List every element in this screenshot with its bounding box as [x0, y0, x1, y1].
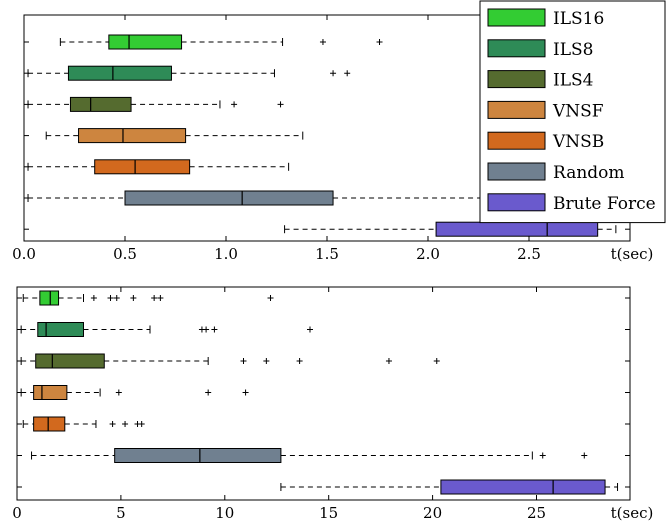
legend-label: VNSB [552, 132, 604, 152]
legend-swatch [487, 39, 546, 58]
outlier-point [376, 39, 383, 45]
box-ils8 [37, 322, 84, 337]
legend-label: ILS8 [553, 40, 593, 60]
x-tick-label: 1.0 [214, 245, 238, 263]
outlier-point [203, 326, 210, 333]
legend-label: Brute Force [553, 194, 656, 214]
box-ils8 [67, 65, 172, 81]
box-vnsf [78, 128, 187, 144]
legend-label: ILS16 [553, 9, 604, 29]
legend-swatch [487, 193, 546, 212]
legend-label: Random [553, 163, 625, 183]
x-tick-label: 0 [12, 504, 22, 522]
bottom-boxplot-panel: 0 5 10 15 20 25 t(sec) [12, 286, 654, 522]
x-tick-label: 0.5 [113, 245, 137, 263]
outlier-point [319, 39, 326, 45]
axes-frame [16, 286, 631, 501]
x-axis-label: t(sec) [611, 504, 654, 522]
outlier-point [205, 389, 212, 396]
outlier-point [90, 295, 97, 301]
outlier-point [151, 295, 158, 301]
legend-label: ILS4 [553, 71, 593, 91]
box-ils16 [39, 290, 60, 306]
box-vnsb [94, 159, 191, 175]
outlier-point [231, 101, 238, 108]
box-ils4 [69, 96, 132, 112]
x-tick-label: 1.5 [315, 245, 339, 263]
top-boxplot-panel: 0.0 0.5 1.0 1.5 2.0 2.5 t(sec) ILS16 ILS8 ILS4 VNS… [12, 0, 666, 263]
box-random [124, 190, 334, 206]
box-ils4 [35, 353, 105, 369]
outlier-point [242, 389, 249, 396]
box-brute-force [435, 221, 599, 237]
outlier-point [240, 358, 247, 364]
outlier-point [330, 70, 337, 77]
box-brute-force [440, 479, 606, 495]
x-tick-label: 15 [319, 504, 338, 522]
outlier-point [138, 421, 145, 427]
outlier-point [581, 452, 588, 459]
outlier-point [211, 326, 218, 333]
legend-label: VNSF [552, 101, 604, 121]
outlier-point [113, 295, 120, 301]
outlier-point [539, 452, 546, 459]
box-vnsb [33, 416, 66, 432]
box-vnsf [33, 385, 68, 400]
x-tick-label: 10 [215, 504, 234, 522]
x-tick-label: 2.5 [517, 245, 541, 263]
legend-swatch [487, 162, 546, 181]
outlier-point [130, 295, 137, 301]
x-tick-label: 0.0 [12, 245, 36, 263]
legend-swatch [487, 8, 546, 27]
outlier-point [122, 421, 129, 427]
x-tick-label: 2.0 [416, 245, 440, 263]
x-tick-label: 20 [423, 504, 442, 522]
outlier-point [157, 295, 164, 301]
legend-swatch [487, 100, 546, 119]
box-ils16 [108, 34, 183, 50]
outlier-point [277, 101, 284, 108]
legend-swatch [487, 70, 546, 89]
box-random [114, 448, 282, 463]
outlier-point [267, 295, 274, 301]
outlier-point [109, 421, 116, 427]
outlier-point [296, 358, 303, 364]
outlier-point [306, 326, 313, 333]
outlier-point [115, 389, 122, 396]
outlier-point [344, 70, 351, 77]
legend-swatch [487, 131, 546, 150]
outlier-point [107, 295, 114, 301]
x-axis-label: t(sec) [611, 245, 654, 263]
x-tick-label: 25 [527, 504, 546, 522]
outlier-point [433, 358, 440, 364]
outlier-point [385, 358, 392, 364]
outlier-point [263, 358, 270, 364]
x-tick-label: 5 [116, 504, 126, 522]
